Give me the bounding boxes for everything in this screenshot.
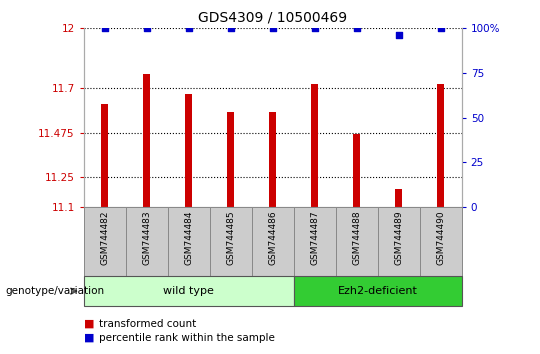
Point: [184, 25, 193, 31]
Text: percentile rank within the sample: percentile rank within the sample: [99, 333, 275, 343]
Point: [436, 25, 445, 31]
Bar: [353, 133, 361, 207]
Text: transformed count: transformed count: [99, 319, 196, 329]
Point: [310, 25, 319, 31]
Text: GSM744486: GSM744486: [268, 211, 277, 265]
Bar: [420, 207, 462, 276]
Point: [268, 25, 277, 31]
Bar: [143, 74, 151, 207]
Point: [100, 25, 109, 31]
Title: GDS4309 / 10500469: GDS4309 / 10500469: [198, 10, 347, 24]
Text: GSM744488: GSM744488: [352, 211, 361, 265]
Bar: [84, 207, 126, 276]
Bar: [294, 276, 462, 306]
Point: [226, 25, 235, 31]
Bar: [210, 207, 252, 276]
Point: [143, 25, 151, 31]
Text: GSM744485: GSM744485: [226, 211, 235, 265]
Text: genotype/variation: genotype/variation: [5, 286, 105, 296]
Bar: [311, 84, 319, 207]
Text: Ezh2-deficient: Ezh2-deficient: [338, 286, 417, 296]
Bar: [377, 207, 420, 276]
Text: GSM744490: GSM744490: [436, 211, 445, 265]
Text: GSM744489: GSM744489: [394, 211, 403, 265]
Text: GSM744483: GSM744483: [142, 211, 151, 265]
Text: wild type: wild type: [163, 286, 214, 296]
Bar: [269, 112, 276, 207]
Bar: [294, 207, 336, 276]
Bar: [168, 207, 210, 276]
Text: GSM744482: GSM744482: [100, 211, 109, 265]
Point: [353, 25, 361, 31]
Text: GSM744484: GSM744484: [184, 211, 193, 265]
Bar: [101, 104, 109, 207]
Bar: [185, 94, 192, 207]
Text: ■: ■: [84, 333, 94, 343]
Point: [394, 33, 403, 38]
Bar: [437, 84, 444, 207]
Text: ■: ■: [84, 319, 94, 329]
Bar: [336, 207, 377, 276]
Bar: [252, 207, 294, 276]
Bar: [395, 189, 402, 207]
Bar: [84, 276, 294, 306]
Bar: [126, 207, 168, 276]
Bar: [227, 112, 234, 207]
Text: GSM744487: GSM744487: [310, 211, 319, 265]
